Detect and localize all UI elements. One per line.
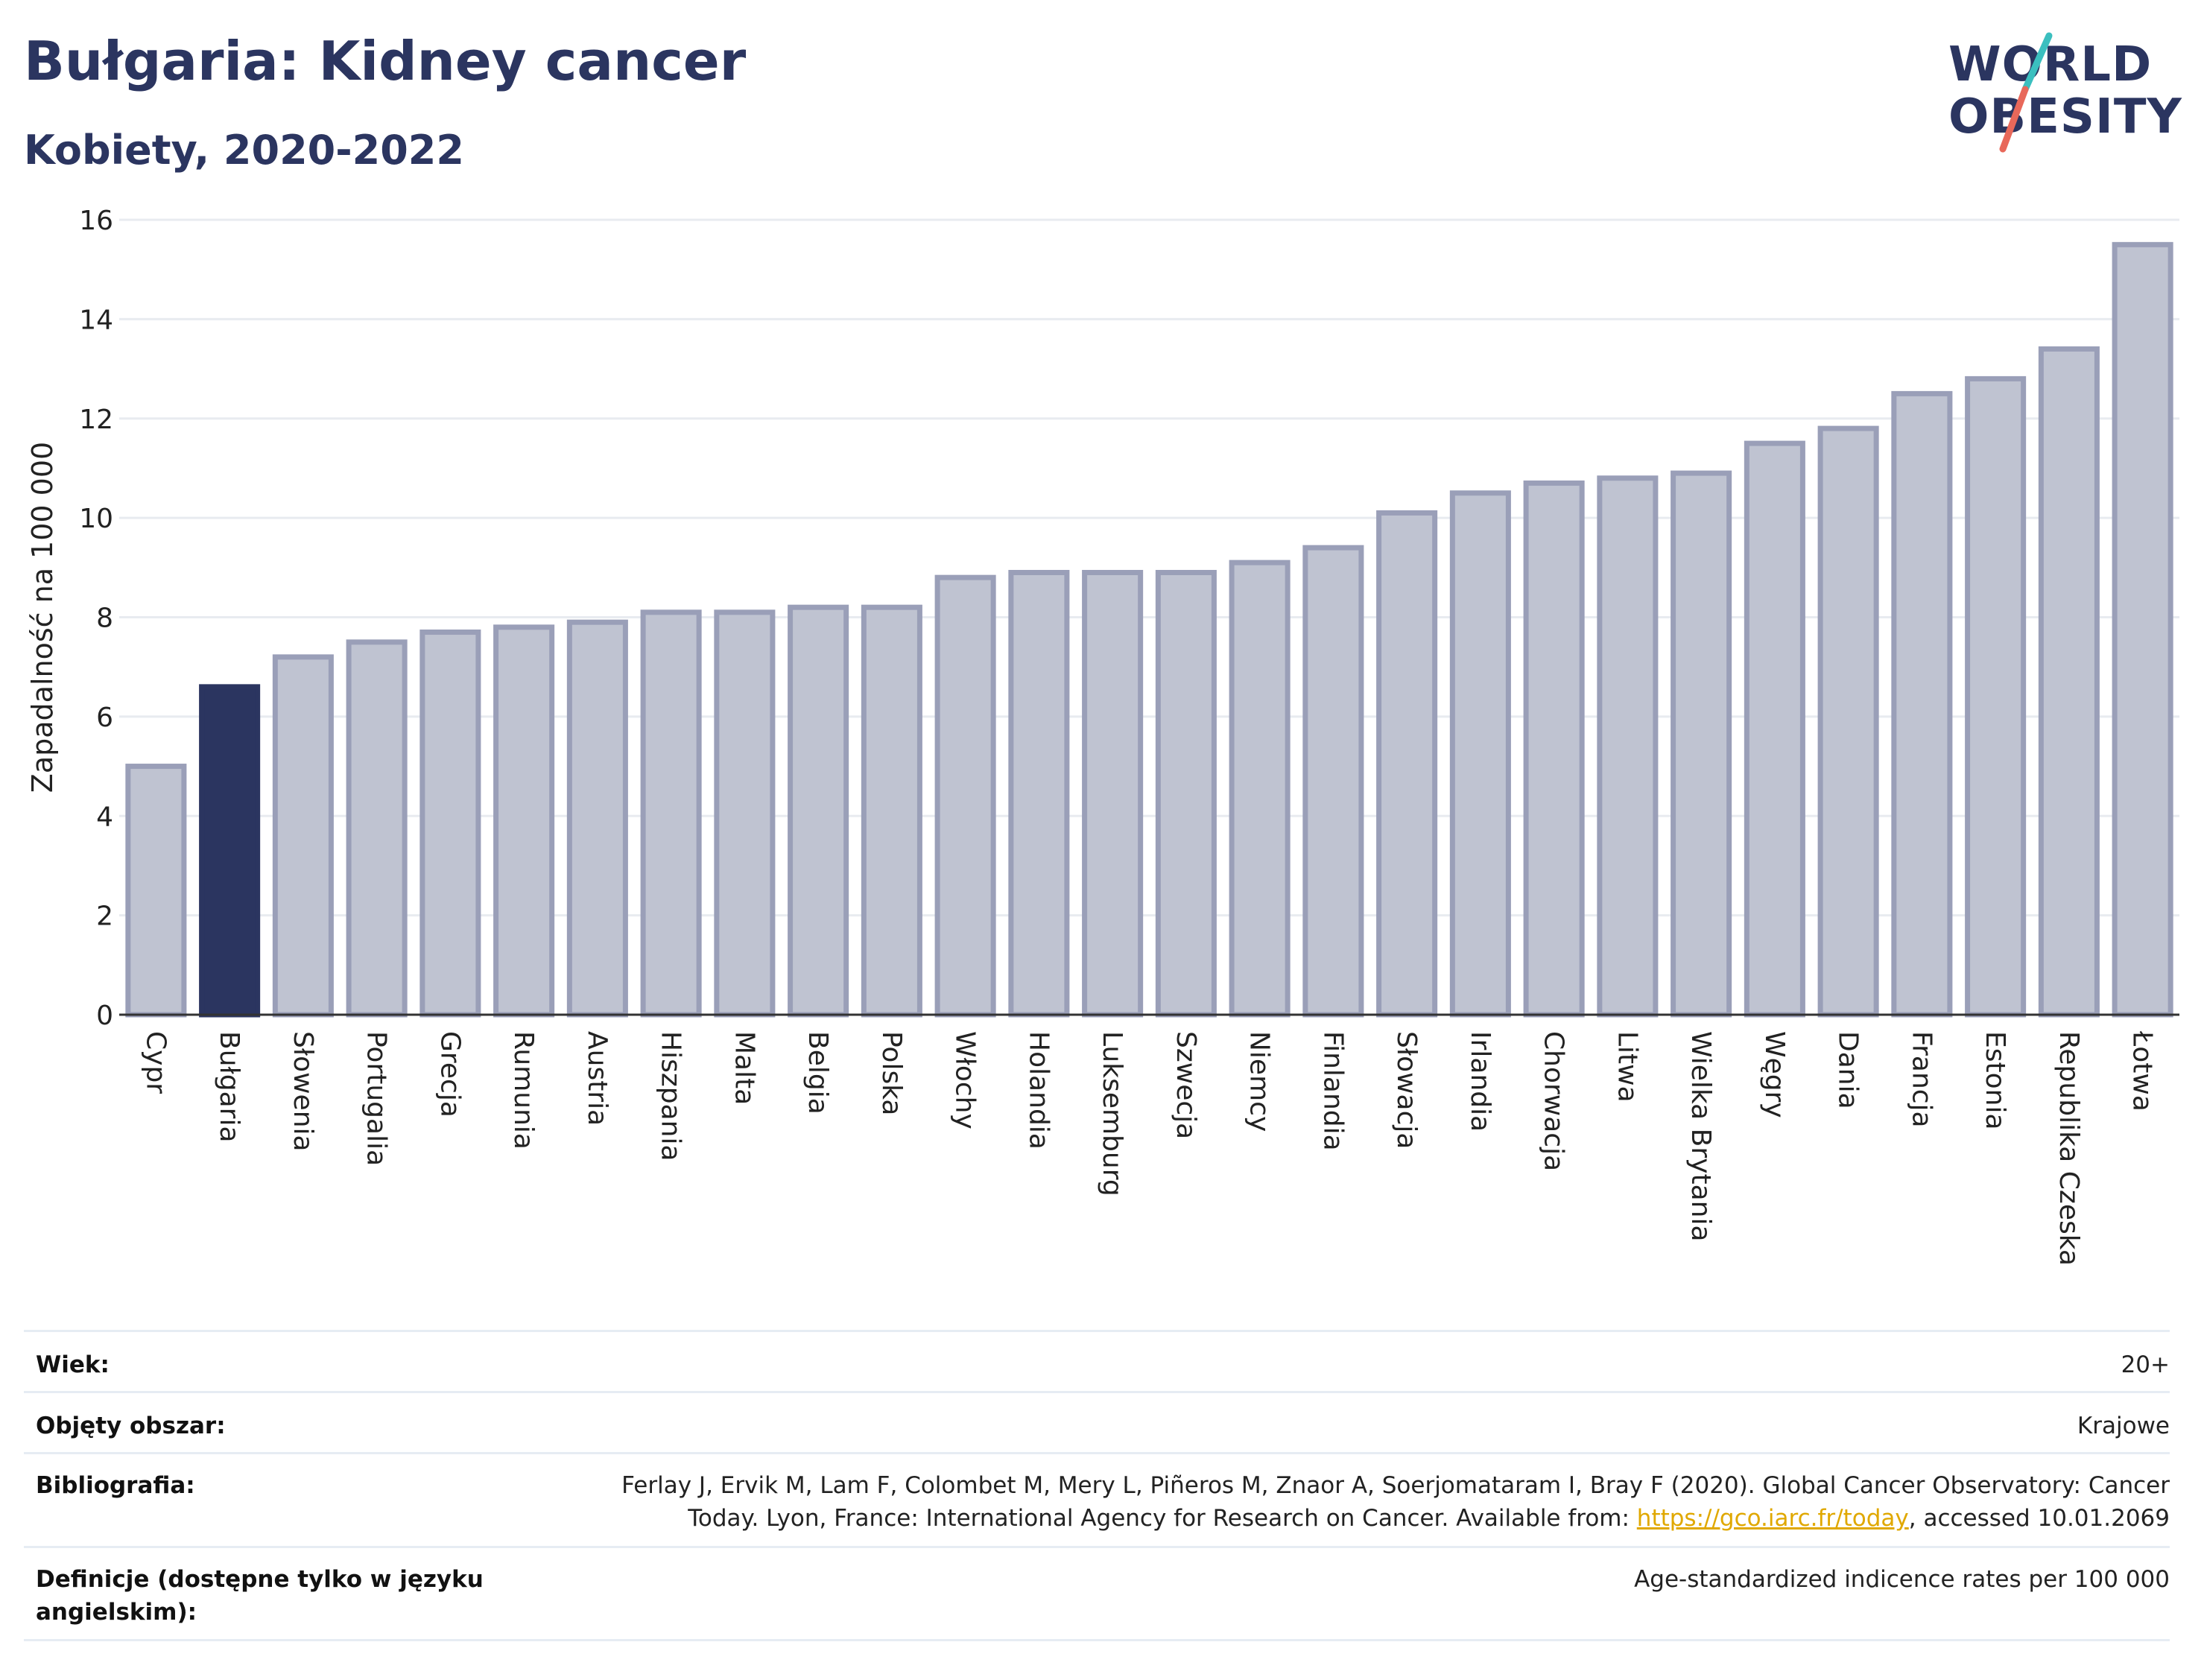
x-tick-label: Bułgaria	[214, 1031, 244, 1143]
bar-Malta[interactable]	[714, 609, 776, 1018]
meta-age-label: Wiek:	[36, 1351, 110, 1378]
meta-bib-value: Ferlay J, Ervik M, Lam F, Colombet M, Me…	[531, 1469, 2170, 1535]
bar-Finlandia[interactable]	[1302, 545, 1364, 1018]
x-tick-label: Portugalia	[361, 1031, 392, 1166]
bar-Grecja[interactable]	[419, 630, 481, 1018]
bar-Węgry[interactable]	[1744, 440, 1805, 1018]
bar-Holandia[interactable]	[1008, 569, 1070, 1018]
bars	[125, 241, 2173, 1018]
x-tick-label: Słowacja	[1391, 1031, 1422, 1149]
bar-Łotwa[interactable]	[2112, 241, 2173, 1018]
bib-line1: Ferlay J, Ervik M, Lam F, Colombet M, Me…	[621, 1472, 2170, 1499]
bar-Francja[interactable]	[1891, 390, 1953, 1018]
x-tick-label: Rumunia	[508, 1031, 539, 1150]
x-tick-label: Irlandia	[1465, 1031, 1495, 1132]
x-tick-label: Łotwa	[2127, 1030, 2158, 1112]
bar-Portugalia[interactable]	[346, 639, 408, 1018]
x-tick-label: Cypr	[140, 1031, 171, 1094]
bar-Belgia[interactable]	[788, 604, 849, 1018]
x-tick-label: Niemcy	[1244, 1031, 1275, 1132]
bar-Słowenia[interactable]	[272, 654, 334, 1018]
y-tick-label: 10	[79, 504, 113, 534]
y-tick-label: 8	[96, 603, 113, 634]
logo-line2: OBESITY	[1948, 89, 2182, 145]
meta-area-label: Objęty obszar:	[36, 1413, 226, 1439]
logo-slash-icon	[1999, 32, 2053, 153]
chart-subtitle: Kobiety, 2020-2022	[24, 127, 464, 174]
meta-row-bibliography: Bibliografia: Ferlay J, Ervik M, Lam F, …	[24, 1452, 2170, 1548]
y-axis-label: Zapadalność na 100 000	[26, 442, 59, 793]
x-tick-label: Chorwacja	[1539, 1031, 1569, 1171]
x-tick-label: Wielka Brytania	[1685, 1031, 1716, 1242]
x-tick-label: Dania	[1833, 1031, 1863, 1109]
logo-line1: WORLD	[1948, 37, 2153, 92]
x-tick-label: Polska	[876, 1031, 907, 1115]
bib-line2-post: , accessed 10.01.2069	[1908, 1505, 2170, 1532]
x-tick-label: Słowenia	[288, 1031, 318, 1152]
x-tick-label: Litwa	[1612, 1031, 1642, 1103]
x-tick-label: Austria	[582, 1031, 612, 1126]
y-tick-label: 14	[79, 305, 113, 335]
x-tick-label: Estonia	[1980, 1031, 2010, 1130]
bib-line2-pre: Today. Lyon, France: International Agenc…	[688, 1505, 1637, 1532]
x-tick-label: Holandia	[1023, 1031, 1054, 1150]
x-tick-label: Węgry	[1759, 1031, 1790, 1118]
bar-Irlandia[interactable]	[1449, 490, 1511, 1018]
bib-line2: Today. Lyon, France: International Agenc…	[531, 1502, 2170, 1535]
x-tick-label: Włochy	[950, 1031, 981, 1129]
y-axis-ticks: 0 2 4 6 8 10 12 14 16	[79, 206, 113, 1031]
bar-Chorwacja[interactable]	[1523, 480, 1585, 1018]
bar-chart: 0 2 4 6 8 10 12 14 16 Cypr Bułgaria Słowenia Portug…	[26, 206, 2179, 1266]
bar-Wielka Brytania[interactable]	[1671, 470, 1732, 1018]
bar-Luksemburg[interactable]	[1082, 569, 1144, 1018]
y-tick-label: 16	[79, 206, 113, 236]
bar-Austria[interactable]	[566, 619, 628, 1018]
meta-bib-label: Bibliografia:	[36, 1472, 195, 1499]
meta-def-label: Definicje (dostępne tylko w języku angie…	[36, 1566, 484, 1626]
bar-Szwecja[interactable]	[1155, 569, 1217, 1018]
meta-row-age: Wiek: 20+	[24, 1330, 2170, 1393]
meta-age-value: 20+	[2121, 1351, 2170, 1378]
y-tick-label: 4	[96, 802, 113, 832]
bar-Słowacja[interactable]	[1376, 510, 1438, 1018]
x-tick-label: Luksemburg	[1097, 1031, 1127, 1196]
chart-title: Bułgaria: Kidney cancer	[24, 30, 747, 92]
x-tick-label: Szwecja	[1171, 1031, 1201, 1139]
bar-Polska[interactable]	[861, 604, 922, 1018]
world-obesity-logo[interactable]: WORLD OBESITY	[1945, 30, 2191, 156]
meta-def-value: Age-standardized indicence rates per 100…	[1634, 1566, 2170, 1593]
meta-row-area: Objęty obszar: Krajowe	[24, 1391, 2170, 1454]
x-tick-label: Malta	[729, 1031, 759, 1105]
y-tick-label: 12	[79, 405, 113, 435]
x-axis-labels: Cypr Bułgaria Słowenia Portugalia Grecja Rumu…	[140, 1030, 2157, 1266]
bar-Estonia[interactable]	[1965, 375, 2027, 1018]
x-tick-label: Republika Czeska	[2053, 1031, 2084, 1266]
bar-Bułgaria[interactable]	[199, 684, 261, 1018]
bar-Cypr[interactable]	[125, 764, 187, 1018]
y-tick-label: 6	[96, 703, 113, 733]
bar-Hiszpania[interactable]	[640, 609, 702, 1018]
y-tick-label: 0	[96, 1001, 113, 1031]
bar-Włochy[interactable]	[934, 574, 996, 1018]
x-tick-label: Grecja	[434, 1031, 465, 1118]
x-tick-label: Hiszpania	[656, 1031, 686, 1161]
meta-area-value: Krajowe	[2077, 1413, 2170, 1439]
x-tick-label: Finlandia	[1317, 1031, 1348, 1151]
bar-Rumunia[interactable]	[493, 624, 555, 1018]
meta-row-definitions: Definicje (dostępne tylko w języku angie…	[24, 1546, 2170, 1641]
bib-link[interactable]: https://gco.iarc.fr/today	[1636, 1505, 1909, 1532]
y-tick-label: 2	[96, 901, 113, 932]
x-tick-label: Belgia	[802, 1031, 833, 1115]
bar-Republika Czeska[interactable]	[2038, 346, 2100, 1018]
x-tick-label: Francja	[1906, 1031, 1937, 1128]
bar-Dania[interactable]	[1817, 425, 1879, 1018]
bar-Litwa[interactable]	[1597, 475, 1659, 1018]
bar-Niemcy[interactable]	[1229, 560, 1291, 1018]
